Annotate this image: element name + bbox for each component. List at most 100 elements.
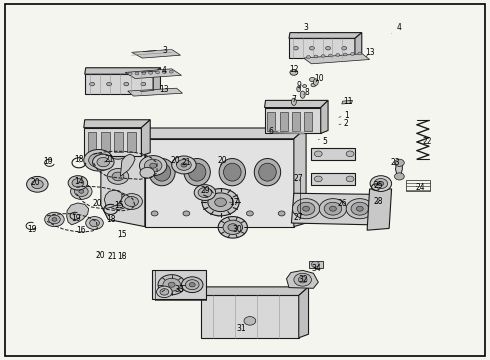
Text: 19: 19: [44, 157, 53, 166]
Polygon shape: [294, 128, 306, 226]
Circle shape: [151, 211, 158, 216]
Text: 18: 18: [117, 252, 127, 261]
Polygon shape: [85, 74, 153, 94]
Text: 3: 3: [299, 23, 309, 34]
Text: 26: 26: [337, 199, 346, 208]
Circle shape: [358, 52, 362, 55]
Ellipse shape: [188, 163, 206, 181]
Text: 19: 19: [72, 214, 81, 223]
Polygon shape: [265, 100, 328, 108]
Text: 13: 13: [140, 85, 169, 94]
Text: 24: 24: [415, 183, 425, 192]
Circle shape: [72, 179, 84, 187]
Text: 21: 21: [182, 158, 191, 167]
Circle shape: [326, 46, 331, 50]
Circle shape: [311, 83, 316, 87]
Circle shape: [52, 218, 57, 221]
Circle shape: [142, 72, 146, 75]
Circle shape: [307, 55, 311, 58]
Circle shape: [141, 82, 146, 86]
Circle shape: [319, 199, 346, 219]
Circle shape: [294, 273, 312, 286]
Bar: [268, 112, 275, 131]
Text: 16: 16: [76, 226, 86, 235]
Text: 8: 8: [304, 88, 309, 97]
Text: 4: 4: [141, 66, 167, 75]
Polygon shape: [292, 193, 374, 225]
Circle shape: [169, 70, 173, 73]
Polygon shape: [142, 120, 150, 156]
Circle shape: [228, 224, 238, 231]
Circle shape: [303, 85, 307, 87]
Text: 32: 32: [299, 275, 308, 284]
Text: 3: 3: [143, 46, 167, 55]
Circle shape: [156, 71, 159, 74]
Circle shape: [370, 176, 392, 192]
Polygon shape: [84, 120, 150, 128]
Circle shape: [86, 217, 103, 229]
Text: 19: 19: [27, 225, 37, 234]
Circle shape: [112, 147, 124, 156]
Circle shape: [49, 215, 60, 224]
Circle shape: [329, 54, 332, 57]
Ellipse shape: [259, 163, 276, 181]
Circle shape: [223, 220, 243, 234]
Circle shape: [185, 280, 199, 290]
Circle shape: [246, 211, 253, 216]
Circle shape: [346, 176, 354, 182]
Circle shape: [112, 197, 124, 206]
Ellipse shape: [254, 158, 281, 186]
Circle shape: [310, 46, 315, 50]
Circle shape: [26, 176, 48, 192]
Polygon shape: [309, 261, 323, 268]
Text: 20: 20: [30, 178, 40, 187]
Polygon shape: [128, 88, 182, 96]
Circle shape: [183, 211, 190, 216]
Text: 13: 13: [365, 48, 374, 57]
Circle shape: [125, 197, 139, 207]
Circle shape: [107, 168, 129, 184]
Polygon shape: [311, 173, 355, 185]
Ellipse shape: [223, 163, 241, 181]
Text: 20: 20: [93, 199, 102, 208]
Ellipse shape: [184, 158, 210, 186]
Circle shape: [215, 198, 226, 207]
Circle shape: [394, 173, 404, 180]
Circle shape: [89, 153, 108, 167]
Circle shape: [172, 156, 196, 174]
Bar: [304, 112, 312, 131]
Circle shape: [346, 151, 354, 157]
Circle shape: [330, 206, 336, 211]
Bar: [101, 132, 110, 152]
Circle shape: [112, 172, 124, 181]
Text: 1: 1: [339, 111, 348, 120]
Circle shape: [394, 159, 404, 166]
Text: 18: 18: [106, 215, 115, 224]
Ellipse shape: [297, 86, 301, 92]
Circle shape: [176, 159, 191, 170]
Text: 15: 15: [114, 201, 123, 210]
Text: 20: 20: [96, 251, 106, 260]
Bar: [280, 112, 288, 131]
Polygon shape: [132, 49, 180, 58]
Circle shape: [79, 190, 84, 193]
Circle shape: [97, 157, 110, 167]
Circle shape: [189, 283, 195, 287]
Circle shape: [294, 46, 298, 50]
Bar: [292, 112, 300, 131]
Circle shape: [157, 286, 172, 298]
Circle shape: [163, 278, 180, 291]
Polygon shape: [104, 190, 122, 209]
Polygon shape: [355, 33, 362, 58]
Circle shape: [321, 55, 325, 58]
Text: 11: 11: [343, 97, 352, 106]
Text: 4: 4: [392, 23, 401, 34]
Circle shape: [135, 72, 139, 75]
Circle shape: [278, 211, 285, 216]
Text: 34: 34: [311, 265, 321, 274]
Bar: [127, 132, 136, 152]
Circle shape: [208, 193, 233, 212]
Ellipse shape: [153, 163, 171, 181]
Polygon shape: [121, 154, 135, 176]
Circle shape: [194, 185, 216, 201]
